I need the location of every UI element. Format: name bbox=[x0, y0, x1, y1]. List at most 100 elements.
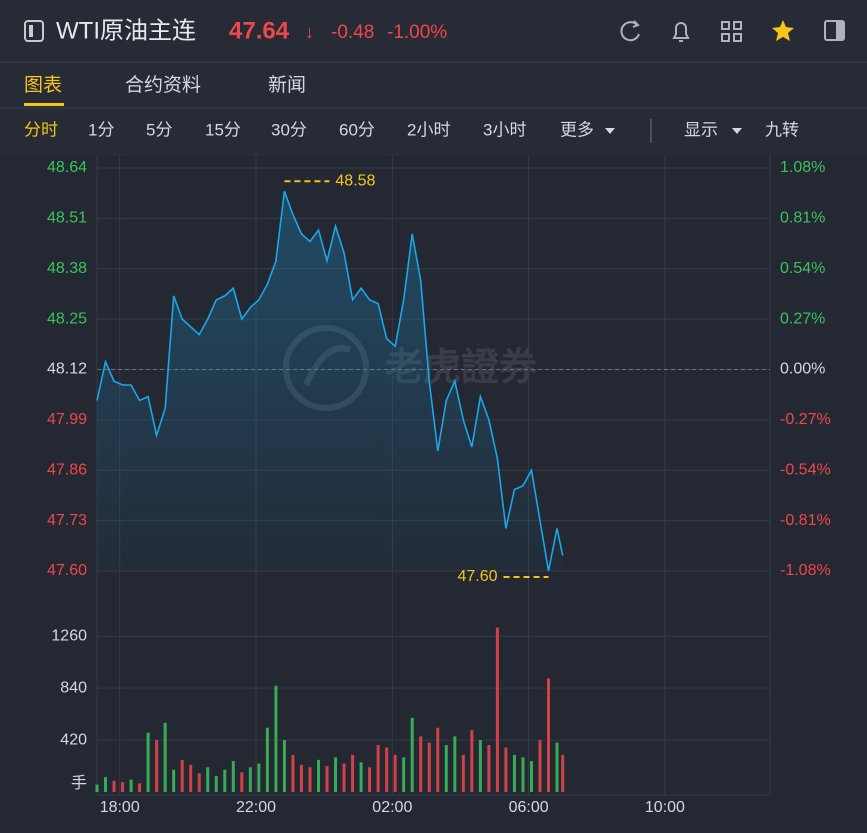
period-tab[interactable]: 2小时 bbox=[407, 120, 450, 139]
volume-bar bbox=[325, 766, 329, 792]
price-area bbox=[97, 191, 563, 572]
volume-bar bbox=[470, 730, 474, 792]
y-tick-label: 48.38 bbox=[47, 260, 87, 277]
volume-bar bbox=[257, 763, 261, 792]
volume-bar bbox=[248, 767, 252, 792]
y2-tick-label: 0.81% bbox=[780, 210, 825, 227]
volume-bar bbox=[368, 767, 372, 792]
header-icons bbox=[620, 20, 845, 42]
volume-bar bbox=[129, 779, 133, 792]
volume-bar bbox=[206, 767, 210, 792]
favorite-star[interactable] bbox=[772, 20, 794, 41]
volume-bar bbox=[95, 784, 99, 792]
y-tick-label: 47.60 bbox=[47, 562, 87, 579]
volume-bar bbox=[376, 745, 380, 792]
volume-bar bbox=[342, 763, 346, 792]
period-tab[interactable]: 分时 bbox=[24, 120, 58, 139]
symbol-title: WTI原油主连 bbox=[56, 17, 196, 44]
volume-bar bbox=[385, 747, 389, 792]
volume-bar bbox=[444, 745, 448, 792]
refresh-icon[interactable] bbox=[620, 21, 640, 42]
y-axis-unit: 手 bbox=[71, 774, 87, 792]
tab[interactable]: 新闻 bbox=[268, 74, 306, 96]
period-tab[interactable]: 1分 bbox=[88, 120, 114, 139]
volume-bar bbox=[265, 727, 269, 792]
volume-bar bbox=[521, 757, 525, 792]
dropdown-caret bbox=[605, 128, 615, 134]
price-change-pct: -1.00% bbox=[387, 22, 447, 43]
tool-button[interactable]: 九转 bbox=[765, 120, 799, 139]
volume-bar bbox=[299, 764, 303, 792]
volume-bar bbox=[138, 783, 142, 792]
volume-bar bbox=[427, 742, 431, 792]
x-tick-label: 10:00 bbox=[645, 799, 685, 816]
price-change: -0.48 bbox=[331, 22, 374, 43]
dropdown-caret bbox=[732, 128, 742, 134]
y2-tick-label: -0.27% bbox=[780, 411, 831, 428]
volume-bar bbox=[282, 740, 286, 792]
y2-tick-label: -0.54% bbox=[780, 461, 831, 478]
y-tick-label: 47.86 bbox=[47, 461, 87, 478]
x-tick-label: 06:00 bbox=[509, 799, 549, 816]
extreme-label: 48.58 bbox=[335, 172, 375, 189]
volume-bar bbox=[112, 780, 116, 792]
extreme-label: 47.60 bbox=[457, 568, 497, 585]
x-tick-label: 02:00 bbox=[372, 799, 412, 816]
grid-icon[interactable] bbox=[721, 21, 730, 30]
volume-bar bbox=[555, 742, 559, 792]
bell-icon[interactable] bbox=[672, 22, 690, 42]
volume-bar bbox=[419, 736, 423, 792]
volume-bar bbox=[402, 757, 406, 792]
y-tick-label: 48.12 bbox=[47, 361, 87, 378]
y2-tick-label: 0.54% bbox=[780, 260, 825, 277]
volume-bar bbox=[453, 736, 457, 792]
y2-tick-label: 0.27% bbox=[780, 310, 825, 327]
volume-bar bbox=[316, 759, 320, 792]
volume-bar bbox=[291, 754, 295, 792]
y-tick-label: 47.73 bbox=[47, 512, 87, 529]
volume-bar bbox=[172, 769, 176, 792]
y-tick-label: 48.25 bbox=[47, 310, 87, 327]
volume-bar bbox=[478, 740, 482, 792]
y2-tick-label: 1.08% bbox=[780, 159, 825, 176]
volume-bar bbox=[274, 685, 278, 792]
volume-bar bbox=[410, 717, 414, 792]
y-tick-label: 48.64 bbox=[47, 159, 87, 176]
price-line bbox=[96, 191, 564, 572]
period-tab[interactable]: 更多 bbox=[560, 120, 594, 139]
volume-bar bbox=[436, 727, 440, 792]
volume-bar bbox=[351, 754, 355, 792]
tool-button[interactable]: 显示 bbox=[684, 120, 718, 139]
y-tick-label: 48.51 bbox=[47, 210, 87, 227]
tab[interactable]: 合约资料 bbox=[125, 74, 201, 96]
price-arrow: ↓ bbox=[305, 22, 314, 42]
grid-icon-cell bbox=[721, 33, 730, 42]
period-tab[interactable]: 30分 bbox=[271, 120, 307, 139]
tab[interactable]: 图表 bbox=[24, 74, 62, 96]
grid-icon-cell bbox=[733, 33, 742, 42]
volume-bar bbox=[146, 732, 150, 792]
volume-bar bbox=[308, 767, 312, 792]
refresh-arrow bbox=[632, 20, 640, 28]
volume-bar bbox=[223, 769, 227, 792]
period-tab[interactable]: 5分 bbox=[146, 120, 172, 139]
volume-bar bbox=[334, 757, 338, 792]
sidebar-icon-fill bbox=[836, 21, 844, 40]
volume-bar bbox=[197, 773, 201, 792]
period-tab[interactable]: 15分 bbox=[205, 120, 241, 139]
volume-bar bbox=[155, 740, 159, 792]
period-tab[interactable]: 3小时 bbox=[483, 120, 526, 139]
volume-bar bbox=[240, 772, 244, 792]
y2-tick-label: 0.00% bbox=[780, 361, 825, 378]
x-tick-label: 18:00 bbox=[100, 799, 140, 816]
x-tick-label: 22:00 bbox=[236, 799, 276, 816]
period-tab[interactable]: 60分 bbox=[339, 120, 375, 139]
panel-icon[interactable] bbox=[24, 20, 44, 42]
panel-icon-bar bbox=[29, 25, 33, 37]
y-tick-label: 840 bbox=[60, 679, 87, 696]
y2-tick-label: -0.81% bbox=[780, 512, 831, 529]
volume-bar bbox=[538, 740, 542, 792]
volume-bar bbox=[393, 754, 397, 792]
